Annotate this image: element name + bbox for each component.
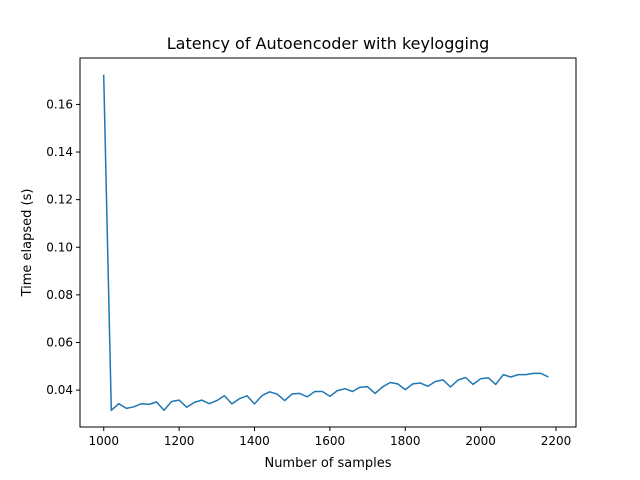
x-tick-label: 2200 (541, 434, 572, 448)
x-tick-label: 1000 (88, 434, 119, 448)
y-tick-label: 0.06 (46, 335, 73, 349)
y-axis-label: Time elapsed (s) (20, 189, 35, 298)
axis-ticks: 1000 1200 1400 1600 1800 2000 2200 0.04 0.06 0.08… (46, 97, 571, 448)
x-axis-label: Number of samples (264, 456, 391, 471)
y-tick-label: 0.14 (46, 145, 73, 159)
y-tick-label: 0.10 (46, 240, 73, 254)
y-tick-label: 0.12 (46, 193, 73, 207)
y-tick-label: 0.16 (46, 97, 73, 111)
x-tick-label: 1400 (239, 434, 270, 448)
series-line (102, 74, 549, 412)
x-tick-label: 1800 (390, 434, 421, 448)
y-tick-label: 0.08 (46, 288, 73, 302)
chart-title: Latency of Autoencoder with keylogging (167, 34, 490, 53)
plot-lines (102, 74, 549, 412)
y-tick-label: 0.04 (46, 383, 73, 397)
plot-frame (79, 57, 577, 428)
x-tick-label: 1200 (164, 434, 195, 448)
x-tick-label: 1600 (315, 434, 346, 448)
x-tick-label: 2000 (465, 434, 496, 448)
